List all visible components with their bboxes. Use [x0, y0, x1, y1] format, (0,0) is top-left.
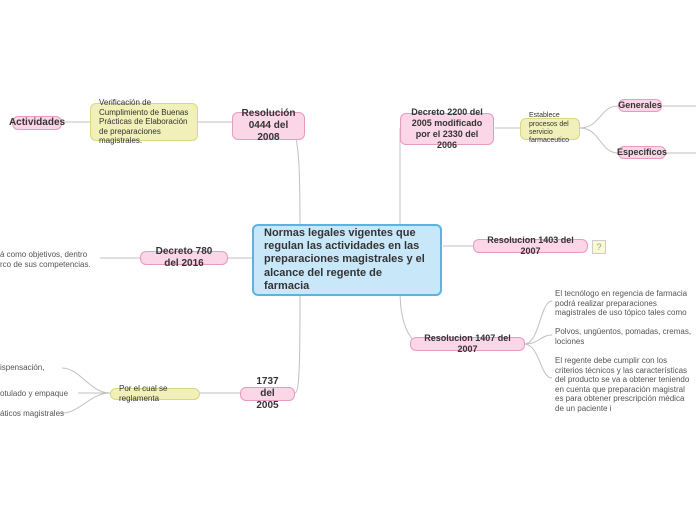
node-reglamenta[interactable]: Por el cual se reglamenta [110, 388, 200, 400]
center-topic[interactable]: Normas legales vigentes que regulan las … [252, 224, 442, 296]
note-polvos: Polvos, ungüentos, pomadas, cremas, loci… [555, 327, 695, 346]
label: Actividades [9, 117, 65, 129]
text: á como objetivos, dentro rco de sus comp… [0, 250, 91, 269]
node-res1403[interactable]: Resolucion 1403 del 2007 [473, 239, 588, 253]
label: 1737 del 2005 [249, 376, 286, 412]
label: Resolucion 1407 del 2007 [419, 333, 516, 355]
note-objetivos: á como objetivos, dentro rco de sus comp… [0, 250, 100, 269]
center-title: Normas legales vigentes que regulan las … [264, 227, 430, 293]
label: Generales [618, 100, 662, 111]
label: Por el cual se reglamenta [119, 384, 191, 403]
node-res1407[interactable]: Resolucion 1407 del 2007 [410, 337, 525, 351]
node-generales[interactable]: Generales [618, 99, 662, 112]
node-dec780[interactable]: Decreto 780 del 2016 [140, 251, 228, 265]
label: Establece procesos del servicio farmaceu… [529, 112, 571, 146]
node-establece[interactable]: Establece procesos del servicio farmaceu… [520, 118, 580, 140]
node-1737[interactable]: 1737 del 2005 [240, 387, 295, 401]
note-rotulado: otulado y empaque [0, 389, 68, 399]
label: Decreto 2200 del 2005 modificado por el … [409, 107, 485, 150]
note-regente: El regente debe cumplir con los criterio… [555, 356, 695, 414]
note-tecnologo: El tecnólogo en regencia de farmacia pod… [555, 289, 695, 318]
label: Especificos [617, 147, 667, 158]
label: Resolucion 1403 del 2007 [482, 235, 579, 257]
note-magist: áticos magistrales [0, 409, 64, 419]
node-verificacion[interactable]: Verificación de Cumplimiento de Buenas P… [90, 103, 198, 141]
help-icon[interactable]: ? [592, 240, 606, 254]
node-actividades[interactable]: Actividades [12, 116, 62, 130]
node-dec2200[interactable]: Decreto 2200 del 2005 modificado por el … [400, 113, 494, 145]
label: Verificación de Cumplimiento de Buenas P… [99, 98, 189, 146]
label: Decreto 780 del 2016 [149, 246, 219, 270]
label: Resolución 0444 del 2008 [241, 108, 296, 144]
note-dispen: ispensación, [0, 363, 44, 373]
node-especificos[interactable]: Especificos [618, 146, 666, 159]
node-res0444[interactable]: Resolución 0444 del 2008 [232, 112, 305, 140]
